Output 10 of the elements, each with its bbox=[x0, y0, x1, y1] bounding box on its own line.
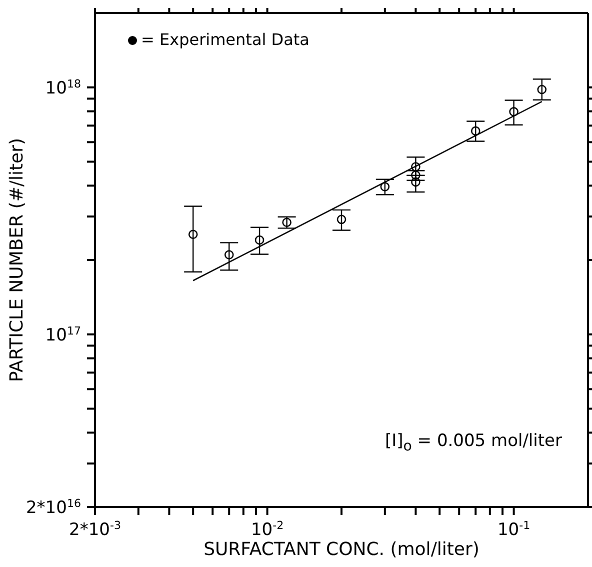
x-axis-title: SURFACTANT CONC. (mol/liter) bbox=[204, 539, 480, 560]
x-tick-label: 10$^{-1}$ bbox=[497, 518, 530, 540]
x-tick-label: 10$^{-2}$ bbox=[250, 518, 284, 540]
y-axis-title: PARTICLE NUMBER (#/liter) bbox=[6, 138, 28, 382]
y-tick-label: 2*10$^{16}$ bbox=[26, 496, 81, 518]
annotation: [I]$_{o}$ = 0.005 mol/liter bbox=[384, 430, 562, 454]
y-tick-label: 10$^{18}$ bbox=[45, 76, 81, 98]
legend-label: = Experimental Data bbox=[141, 30, 310, 49]
x-tick-label: 2*10$^{-3}$ bbox=[69, 518, 121, 540]
y-tick-label: 10$^{17}$ bbox=[45, 324, 81, 346]
